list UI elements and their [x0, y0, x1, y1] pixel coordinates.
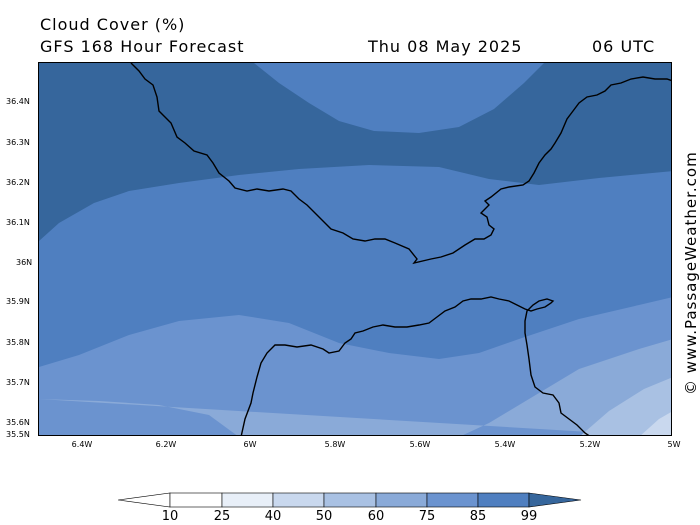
spain-coastline: [130, 63, 671, 265]
lon-label-6.4w: 6.4W: [71, 440, 93, 449]
legend-arrow-right: [528, 492, 582, 508]
legend-arrow-left: [118, 492, 171, 508]
lat-label-35.8: 35.8N: [6, 338, 30, 347]
cloud-cover-legend: [118, 492, 582, 508]
map-title: Cloud Cover (%): [40, 15, 186, 34]
lat-label-36.4: 36.4N: [6, 97, 30, 106]
forecast-date: Thu 08 May 2025: [368, 37, 523, 56]
legend-label-50: 50: [315, 509, 333, 524]
legend-label-85: 85: [469, 509, 487, 524]
site-credit: © www.PassageWeather.com: [682, 151, 700, 395]
legend-swatch-50-60: [323, 492, 377, 508]
cloud-cover-map: [38, 62, 672, 436]
lat-label-36.2: 36.2N: [6, 178, 30, 187]
lon-label-5.4w: 5.4W: [494, 440, 516, 449]
legend-label-60: 60: [367, 509, 385, 524]
forecast-time: 06 UTC: [592, 37, 656, 56]
lat-label-36.1: 36.1N: [6, 218, 30, 227]
lon-label-5.8w: 5.8W: [324, 440, 346, 449]
legend-label-75: 75: [418, 509, 436, 524]
lat-label-36: 36N: [16, 258, 33, 267]
legend-label-25: 25: [213, 509, 231, 524]
map-subtitle: GFS 168 Hour Forecast: [40, 37, 245, 56]
cloud-band-40-50: [581, 377, 671, 435]
cloud-band-25-40: [641, 412, 671, 435]
legend-swatch-85-99: [477, 492, 530, 508]
cloud-band-50-60: [39, 339, 671, 435]
morocco-coastline: [240, 296, 590, 435]
legend-swatch-60-75: [375, 492, 428, 508]
legend-swatch-10-25: [169, 492, 223, 508]
cloud-band-75-85-north: [254, 63, 544, 133]
legend-swatch-40-50: [272, 492, 325, 508]
lat-label-36.3: 36.3N: [6, 138, 30, 147]
lon-label-5w: 5W: [667, 440, 681, 449]
legend-swatch-75-85: [426, 492, 479, 508]
lat-label-35.9: 35.9N: [6, 297, 30, 306]
legend-label-99: 99: [520, 509, 538, 524]
legend-swatch-25-40: [221, 492, 274, 508]
lat-label-35.7: 35.7N: [6, 378, 30, 387]
cloud-band-60-75: [39, 297, 671, 435]
legend-label-10: 10: [161, 509, 179, 524]
lon-label-6.2w: 6.2W: [155, 440, 177, 449]
lat-label-35.5: 35.5N: [6, 430, 30, 439]
legend-label-40: 40: [264, 509, 282, 524]
lon-label-5.2w: 5.2W: [579, 440, 601, 449]
lat-label-35.6: 35.6N: [6, 418, 30, 427]
lon-label-6w: 6W: [243, 440, 257, 449]
lon-label-5.6w: 5.6W: [409, 440, 431, 449]
